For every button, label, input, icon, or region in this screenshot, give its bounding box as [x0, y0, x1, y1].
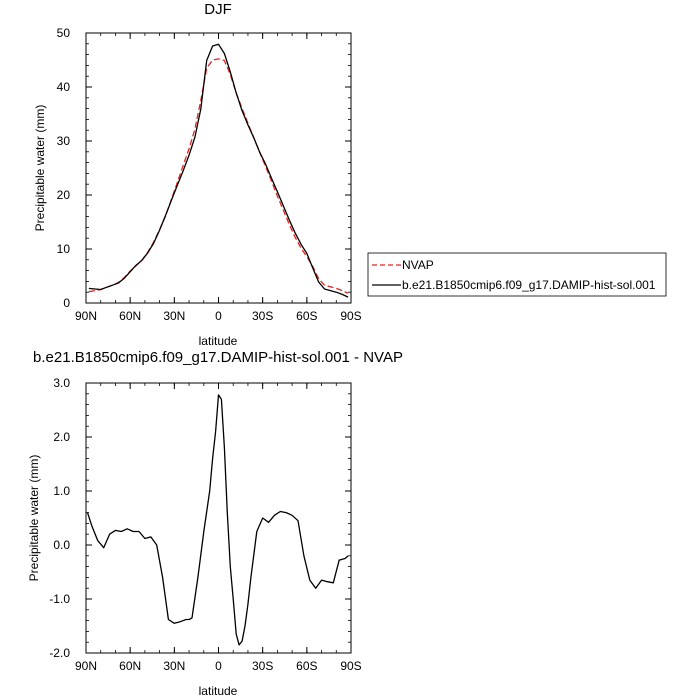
legend-label-nvap: NVAP — [402, 258, 434, 272]
bottom-series-line-0 — [86, 394, 349, 646]
bottom-x-tick-label: 60N — [119, 659, 141, 673]
bottom-x-tick-label: 60S — [296, 659, 317, 673]
top-x-tick-label: 90S — [340, 309, 361, 323]
top-y-tick-label: 10 — [57, 242, 71, 256]
bottom-x-tick-label: 90S — [340, 659, 361, 673]
top-y-tick-label: 50 — [57, 26, 71, 40]
bottom-x-axis-label: latitude — [199, 684, 238, 698]
bottom-y-axis-label: Precipitable water (mm) — [27, 455, 41, 582]
legend-label-model: b.e21.B1850cmip6.f09_g17.DAMIP-hist-sol.… — [402, 278, 656, 292]
bottom-x-tick-label: 30S — [252, 659, 273, 673]
top-x-tick-label: 0 — [215, 309, 222, 323]
top-x-tick-label: 30S — [252, 309, 273, 323]
bottom-y-tick-label: -2.0 — [49, 646, 70, 660]
top-x-tick-label: 60S — [296, 309, 317, 323]
legend: NVAP b.e21.B1850cmip6.f09_g17.DAMIP-hist… — [367, 252, 667, 297]
bottom-chart-ticks: 90N 60N 30N 0 30S 60S 90S -2.0 -1.0 0.0 1.0 2.0 3.0 — [49, 376, 361, 673]
top-plot-frame — [85, 32, 352, 304]
top-chart: DJF Precipitable water (mm) latitude 90N… — [33, 1, 362, 348]
top-chart-title: DJF — [204, 1, 232, 18]
top-chart-series — [88, 43, 349, 298]
bottom-y-tick-label: 1.0 — [53, 484, 70, 498]
top-series-line-1 — [88, 43, 349, 298]
top-y-tick-label: 30 — [57, 134, 71, 148]
bottom-chart-series — [86, 394, 349, 646]
bottom-y-tick-label: 3.0 — [53, 376, 70, 390]
top-x-tick-label: 60N — [119, 309, 141, 323]
top-chart-ticks: 90N 60N 30N 0 30S 60S 90S 0 10 20 30 40 50 — [57, 26, 362, 323]
bottom-chart: b.e21.B1850cmip6.f09_g17.DAMIP-hist-sol.… — [27, 349, 403, 698]
bottom-plot-frame — [85, 382, 352, 654]
bottom-y-tick-label: 0.0 — [53, 538, 70, 552]
bottom-y-tick-label: 2.0 — [53, 430, 70, 444]
top-x-tick-label: 90N — [75, 309, 97, 323]
top-x-axis-label: latitude — [199, 334, 238, 348]
top-x-tick-label: 30N — [163, 309, 185, 323]
bottom-chart-title: b.e21.B1850cmip6.f09_g17.DAMIP-hist-sol.… — [33, 349, 403, 366]
top-y-tick-label: 40 — [57, 80, 71, 94]
top-y-tick-label: 0 — [63, 296, 70, 310]
bottom-x-tick-label: 30N — [163, 659, 185, 673]
top-y-axis-label: Precipitable water (mm) — [33, 105, 47, 232]
bottom-x-tick-label: 0 — [215, 659, 222, 673]
bottom-x-tick-label: 90N — [75, 659, 97, 673]
top-y-tick-label: 20 — [57, 188, 71, 202]
bottom-y-tick-label: -1.0 — [49, 592, 70, 606]
legend-box — [367, 252, 667, 297]
